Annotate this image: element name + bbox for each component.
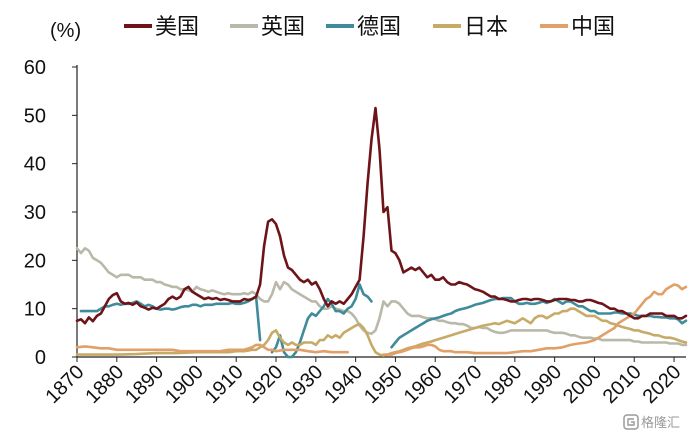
- y-tick-label: 20: [24, 250, 46, 272]
- legend-label-4: 中国: [571, 15, 615, 40]
- x-tick-label: 1950: [360, 361, 407, 408]
- x-tick-label: 1880: [81, 361, 128, 408]
- chart-series: [75, 106, 688, 359]
- x-tick-label: 1980: [479, 361, 526, 408]
- x-tick-label: 1970: [440, 361, 487, 408]
- y-tick-label: 50: [24, 105, 46, 127]
- y-tick-label: 0: [35, 347, 46, 369]
- legend-label-0: 美国: [155, 15, 199, 40]
- x-tick-label: 2010: [599, 361, 646, 408]
- y-axis-unit-label: (%): [50, 20, 81, 42]
- x-tick-label: 2020: [639, 361, 686, 408]
- x-tick-label: 1990: [519, 361, 566, 408]
- series-line-4: [75, 283, 688, 356]
- chart-legend: 美国 英国 德国 日本 中国: [124, 15, 615, 40]
- y-tick-label: 30: [24, 202, 46, 224]
- watermark-text: 格隆汇: [641, 415, 680, 431]
- y-tick-label: 40: [24, 154, 46, 176]
- y-tick-label: 10: [24, 299, 46, 321]
- y-tick-label: 60: [24, 57, 46, 79]
- series-line-2: [79, 283, 688, 359]
- x-tick-label: 1930: [280, 361, 327, 408]
- x-tick-label: 1870: [42, 361, 89, 408]
- watermark: 格隆汇: [623, 414, 680, 431]
- x-tick-label: 1960: [400, 361, 447, 408]
- legend-label-2: 德国: [357, 15, 401, 40]
- watermark-logo-glyph: [627, 418, 635, 426]
- legend-label-1: 英国: [261, 15, 305, 40]
- x-tick-label: 2000: [559, 361, 606, 408]
- x-tick-label: 1900: [161, 361, 208, 408]
- legend-label-3: 日本: [464, 15, 508, 40]
- x-tick-label: 1910: [201, 361, 248, 408]
- x-tick-label: 1940: [320, 361, 367, 408]
- x-tick-label: 1920: [241, 361, 288, 408]
- series-line-1: [75, 247, 688, 347]
- series-line-3: [75, 307, 688, 357]
- x-tick-label: 1890: [121, 361, 168, 408]
- watermark-logo-icon: [623, 414, 639, 430]
- series-line-0: [75, 106, 688, 325]
